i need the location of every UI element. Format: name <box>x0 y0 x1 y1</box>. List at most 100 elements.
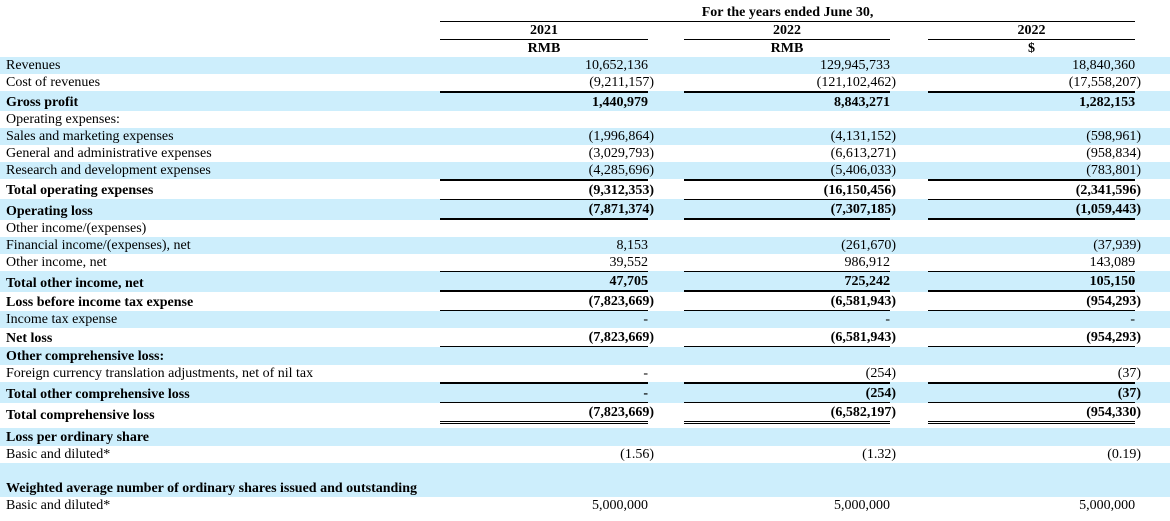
value-cell: 47,705 <box>440 271 648 292</box>
gap-cell <box>890 271 928 292</box>
value-cell: (1,059,443) <box>928 199 1141 220</box>
table-row: Loss before income tax expense (7,823,669… <box>0 292 1170 311</box>
row-label: Other comprehensive loss: <box>0 347 440 365</box>
cell-value: - <box>643 312 648 327</box>
gap-cell <box>648 57 684 74</box>
cell-value: (5,406,033) <box>830 163 896 178</box>
row-label: General and administrative expenses <box>6 146 212 161</box>
table-row: Basic and diluted* (1.56) (1.32) (0.19) <box>0 446 1170 463</box>
cell-value: 105,150 <box>1089 274 1136 289</box>
table-row: Operating loss (7,871,374) (7,307,185) (1,0… <box>0 199 1170 220</box>
gap-cell <box>648 428 684 446</box>
cell-value: (1,059,443) <box>1075 202 1142 217</box>
col-year-2021: 2021 <box>440 22 648 40</box>
table-row: Gross profit 1,440,979 8,843,271 1,282,153 <box>0 91 1170 111</box>
cell-value: (958,834) <box>1086 146 1142 161</box>
gap-cell <box>648 463 684 497</box>
cell-value: (37) <box>1117 366 1142 381</box>
gap-cell <box>648 271 684 292</box>
value-cell <box>440 463 648 497</box>
value-cell: - <box>684 311 890 328</box>
cell-value: - <box>643 386 648 401</box>
value-cell: (7,823,669) <box>440 292 654 311</box>
row-label: Total operating expenses <box>6 183 154 198</box>
value-cell: 5,000,000 <box>684 497 890 514</box>
value-cell <box>684 111 890 128</box>
table-row: General and administrative expenses (3,02… <box>0 145 1170 162</box>
row-label: Other income, net <box>6 255 107 270</box>
cell-value: (7,823,669) <box>588 330 654 345</box>
value-cell: - <box>440 365 648 382</box>
row-label: Foreign currency translation adjustments… <box>6 366 314 381</box>
gap-cell <box>1135 254 1170 271</box>
table-row: Income tax expense - - - <box>0 311 1170 328</box>
gap-cell <box>890 220 928 237</box>
value-cell: (1.32) <box>684 446 896 463</box>
cell-value: (7,823,669) <box>588 405 654 420</box>
value-cell <box>928 428 1136 446</box>
cell-value: - <box>643 366 648 381</box>
income-statement-table: For the years ended June 30, 2021 2022 2… <box>0 4 1170 514</box>
value-cell <box>684 428 890 446</box>
value-cell: (16,150,456) <box>684 179 896 199</box>
table-row: Other income, net 39,552 986,912 143,089 <box>0 254 1170 271</box>
gap-cell <box>890 311 928 328</box>
gap-cell <box>890 237 928 254</box>
value-cell: (6,581,943) <box>684 328 896 347</box>
value-cell: (261,670) <box>684 237 896 254</box>
cell-value: (954,293) <box>1086 294 1142 309</box>
value-cell: (954,330) <box>928 403 1141 424</box>
value-cell: - <box>440 382 648 403</box>
value-cell: (37) <box>928 382 1141 403</box>
cell-value: - <box>1130 312 1136 327</box>
cell-value: (6,581,943) <box>830 294 896 309</box>
cell-value: (4,285,696) <box>588 163 654 178</box>
gap-cell <box>890 128 928 145</box>
cell-value: (4,131,152) <box>830 129 896 144</box>
cell-value: (6,582,197) <box>830 405 896 420</box>
col-currency-2022-rmb: RMB <box>770 40 804 56</box>
value-cell <box>928 220 1135 237</box>
value-cell: (954,293) <box>928 328 1141 347</box>
cell-value: (6,581,943) <box>830 330 896 345</box>
gap-cell <box>1135 237 1170 254</box>
statement-body: Revenues 10,652,136 129,945,733 18,840,360 C… <box>0 57 1170 514</box>
gap-cell <box>648 497 684 514</box>
cell-value: (598,961) <box>1086 129 1142 144</box>
cell-value: - <box>885 312 890 327</box>
cell-value: 143,089 <box>1089 255 1136 270</box>
value-cell: (598,961) <box>928 128 1141 145</box>
cell-value: (254) <box>865 386 896 401</box>
cell-value: (2,341,596) <box>1075 183 1142 198</box>
row-label: Loss before income tax expense <box>6 295 194 310</box>
gap-cell <box>1135 497 1170 514</box>
cell-value: (7,871,374) <box>588 202 654 217</box>
value-cell: - <box>440 311 648 328</box>
cell-value: (17,558,207) <box>1068 75 1142 90</box>
value-cell <box>684 347 890 365</box>
row-label: Operating expenses: <box>6 112 120 127</box>
row-label: Cost of revenues <box>6 75 101 90</box>
value-cell: (7,871,374) <box>440 199 654 220</box>
cell-value: 986,912 <box>844 255 891 270</box>
value-cell: 18,840,360 <box>928 57 1136 74</box>
value-cell: (6,582,197) <box>684 403 896 424</box>
col-year-2022-usd: 2022 <box>928 22 1136 40</box>
row-label: Operating loss <box>0 199 440 220</box>
value-cell: 725,242 <box>684 271 890 292</box>
row-label: Total other income, net <box>0 271 440 292</box>
value-cell: (254) <box>684 365 896 382</box>
row-label: Net loss <box>6 331 53 346</box>
row-label: Revenues <box>0 57 440 74</box>
gap-cell <box>890 91 928 111</box>
value-cell: (2,341,596) <box>928 179 1141 199</box>
gap-cell <box>648 91 684 111</box>
cell-value: 10,652,136 <box>585 58 648 73</box>
gap-cell <box>890 428 928 446</box>
gap-cell <box>648 237 684 254</box>
table-row: Other income/(expenses) <box>0 220 1170 237</box>
gap-cell <box>890 254 928 271</box>
gap-cell <box>648 311 684 328</box>
row-label: Financial income/(expenses), net <box>0 237 440 254</box>
value-cell: (4,131,152) <box>684 128 896 145</box>
